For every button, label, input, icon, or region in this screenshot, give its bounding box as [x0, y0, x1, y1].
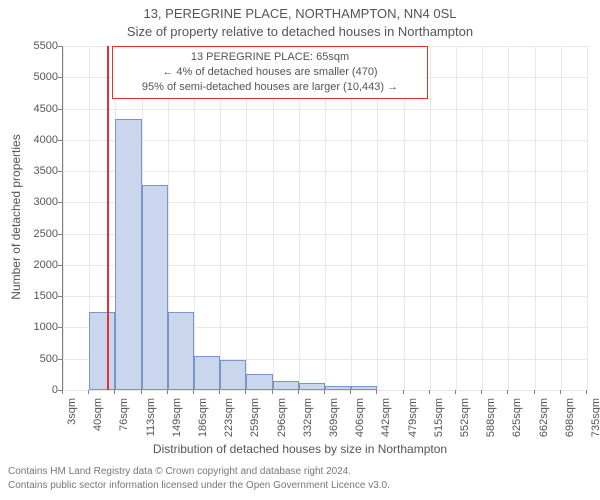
histogram-bar	[299, 383, 325, 391]
x-tick-label: 552sqm	[459, 398, 471, 448]
x-tick-label: 223sqm	[223, 398, 235, 448]
x-tick-label: 3sqm	[66, 398, 78, 448]
x-tick-label: 332sqm	[302, 398, 314, 448]
histogram-bar	[142, 185, 168, 390]
chart-subtitle: Size of property relative to detached ho…	[0, 24, 600, 39]
footer-line2: Contains public sector information licen…	[8, 480, 592, 491]
x-tick-label: 625sqm	[511, 398, 523, 448]
x-tick-label: 296sqm	[276, 398, 288, 448]
histogram-bar	[351, 386, 377, 390]
callout-box: 13 PEREGRINE PLACE: 65sqm ← 4% of detach…	[112, 46, 428, 99]
x-tick-label: 186sqm	[197, 398, 209, 448]
x-tick-label: 698sqm	[564, 398, 576, 448]
y-tick-label: 1000	[18, 321, 58, 333]
histogram-bar	[273, 381, 299, 390]
x-tick-label: 113sqm	[145, 398, 157, 448]
x-tick-label: 259sqm	[249, 398, 261, 448]
x-tick-label: 588sqm	[485, 398, 497, 448]
histogram-bar	[220, 360, 246, 390]
x-tick-label: 662sqm	[538, 398, 550, 448]
histogram-bar	[89, 312, 115, 390]
histogram-bar	[115, 119, 141, 390]
x-tick-label: 40sqm	[92, 398, 104, 448]
callout-line1: 13 PEREGRINE PLACE: 65sqm	[119, 50, 421, 65]
x-axis-label: Distribution of detached houses by size …	[0, 442, 600, 456]
x-tick-label: 735sqm	[590, 398, 600, 448]
y-tick-label: 2500	[18, 228, 58, 240]
y-tick-label: 500	[18, 353, 58, 365]
chart-container: 13, PEREGRINE PLACE, NORTHAMPTON, NN4 0S…	[0, 0, 600, 500]
footer-line1: Contains HM Land Registry data © Crown c…	[8, 466, 592, 477]
x-tick-label: 479sqm	[407, 398, 419, 448]
histogram-bar	[325, 386, 351, 390]
y-tick-label: 4000	[18, 134, 58, 146]
x-tick-label: 369sqm	[328, 398, 340, 448]
x-tick-label: 149sqm	[171, 398, 183, 448]
x-tick-label: 442sqm	[380, 398, 392, 448]
x-tick-label: 406sqm	[354, 398, 366, 448]
marker-line	[107, 46, 109, 390]
callout-line2: ← 4% of detached houses are smaller (470…	[119, 65, 421, 80]
y-axis-label: Number of detached properties	[9, 77, 23, 357]
y-tick-label: 5500	[18, 40, 58, 52]
histogram-bar	[168, 312, 194, 390]
x-tick-label: 515sqm	[433, 398, 445, 448]
callout-line3: 95% of semi-detached houses are larger (…	[119, 80, 421, 95]
y-tick-label: 5000	[18, 71, 58, 83]
y-tick-label: 3500	[18, 165, 58, 177]
y-tick-label: 1500	[18, 290, 58, 302]
y-tick-label: 4500	[18, 103, 58, 115]
histogram-bar	[246, 374, 272, 390]
page-title: 13, PEREGRINE PLACE, NORTHAMPTON, NN4 0S…	[0, 6, 600, 21]
y-tick-label: 0	[18, 384, 58, 396]
y-tick-label: 2000	[18, 259, 58, 271]
x-tick-label: 76sqm	[118, 398, 130, 448]
histogram-bar	[194, 356, 220, 390]
y-tick-label: 3000	[18, 196, 58, 208]
